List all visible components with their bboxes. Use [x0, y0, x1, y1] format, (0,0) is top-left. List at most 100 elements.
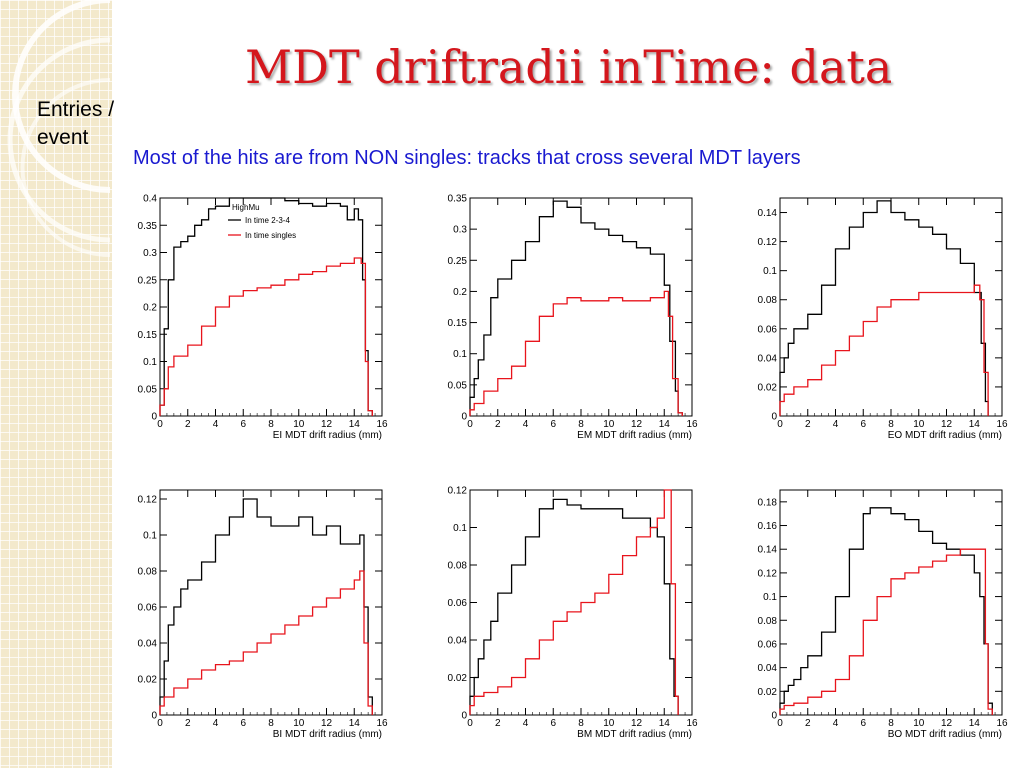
y-tick-label: 0.35	[138, 221, 158, 232]
y-tick-label: 0.05	[138, 384, 158, 395]
y-tick-label: 0.12	[758, 568, 778, 579]
x-tick-label: 8	[888, 419, 894, 430]
y-tick-label: 0.2	[453, 287, 467, 298]
chart-panel: 0 2 4 6 8 10 12 14 16 0 0.02 0.04 0.06 0.08 0.1 0.12 BI …	[138, 489, 388, 740]
series-line-red	[779, 284, 989, 416]
x-axis-label: BI MDT drift radius (mm)	[273, 729, 382, 740]
series-line-black	[469, 200, 683, 416]
x-tick-label: 8	[578, 718, 584, 729]
x-tick-label: 6	[550, 718, 556, 729]
y-tick-label: 0.02	[758, 687, 778, 698]
y-tick-label: 0.08	[758, 295, 778, 306]
series-line-red	[159, 570, 373, 715]
y-tick-label: 0.1	[453, 349, 467, 360]
x-tick-label: 12	[941, 718, 953, 729]
x-tick-label: 6	[240, 419, 246, 430]
x-tick-label: 14	[969, 718, 981, 729]
y-tick-label: 0.25	[138, 275, 158, 286]
x-tick-label: 10	[293, 419, 305, 430]
chart-panel: 0 2 4 6 8 10 12 14 16 0 0.02 0.04 0.06 0.08 0.1 0.12 0.1…	[758, 489, 1008, 740]
x-tick-label: 4	[833, 419, 839, 430]
x-tick-label: 4	[523, 419, 529, 430]
x-tick-label: 14	[659, 419, 671, 430]
y-tick-label: 0.06	[758, 324, 778, 335]
legend-entry: In time 2-3-4	[245, 216, 290, 225]
subtitle: Most of the hits are from NON singles: t…	[133, 147, 801, 169]
y-tick-label: 0	[461, 711, 467, 722]
y-tick-label: 0.02	[758, 382, 778, 393]
y-tick-label: 0	[771, 711, 777, 722]
x-tick-label: 0	[157, 718, 163, 729]
y-tick-label: 0.16	[758, 521, 778, 532]
x-tick-label: 0	[777, 419, 783, 430]
y-tick-label: 0.15	[448, 318, 468, 329]
series-line-red	[779, 548, 993, 715]
y-tick-label: 0.04	[138, 639, 158, 650]
x-tick-label: 16	[996, 419, 1008, 430]
x-tick-label: 12	[941, 419, 953, 430]
x-tick-label: 8	[888, 718, 894, 729]
y-tick-label: 0.12	[758, 237, 778, 248]
x-tick-label: 10	[603, 718, 615, 729]
x-tick-label: 0	[467, 718, 473, 729]
y-tick-label: 0	[151, 711, 157, 722]
series-line-black	[469, 498, 679, 715]
x-tick-label: 12	[321, 419, 333, 430]
y-tick-label: 0.15	[138, 330, 158, 341]
y-tick-label: 0.14	[758, 208, 778, 219]
x-tick-label: 4	[833, 718, 839, 729]
y-tick-label: 0.14	[758, 545, 778, 556]
x-tick-label: 6	[860, 419, 866, 430]
y-tick-label: 0	[461, 412, 467, 423]
x-tick-label: 14	[659, 718, 671, 729]
decorative-arcs	[7, 0, 111, 257]
x-tick-label: 16	[686, 718, 698, 729]
x-axis-label: EM MDT drift radius (mm)	[577, 430, 692, 441]
y-tick-label: 0.06	[758, 639, 778, 650]
y-tick-label: 0.18	[758, 497, 778, 508]
x-axis-label: BM MDT drift radius (mm)	[577, 729, 692, 740]
y-tick-label: 0.35	[448, 194, 468, 205]
series-line-black	[159, 498, 373, 715]
x-axis-label: EO MDT drift radius (mm)	[888, 430, 1002, 441]
y-tick-label: 0.02	[138, 675, 158, 686]
y-tick-label: 0.2	[143, 303, 157, 314]
y-tick-label: 0.04	[448, 636, 468, 647]
y-tick-label: 0.05	[448, 380, 468, 391]
x-tick-label: 14	[969, 419, 981, 430]
x-tick-label: 8	[268, 718, 274, 729]
x-tick-label: 6	[550, 419, 556, 430]
series-line-black	[159, 197, 373, 416]
y-tick-label: 0.04	[758, 663, 778, 674]
x-tick-label: 12	[631, 718, 643, 729]
y-tick-label: 0.3	[453, 225, 467, 236]
y-tick-label: 0.06	[138, 603, 158, 614]
y-tick-label: 0.04	[758, 353, 778, 364]
x-tick-label: 10	[913, 419, 925, 430]
y-tick-label: 0.1	[143, 531, 157, 542]
series-line-red	[469, 489, 679, 715]
x-tick-label: 16	[686, 419, 698, 430]
y-tick-label: 0.12	[448, 486, 468, 497]
x-tick-label: 2	[495, 718, 501, 729]
x-tick-label: 16	[376, 419, 388, 430]
x-tick-label: 6	[860, 718, 866, 729]
y-tick-label: 0.25	[448, 256, 468, 267]
x-tick-label: 2	[185, 718, 191, 729]
x-tick-label: 4	[523, 718, 529, 729]
y-tick-label: 0.02	[448, 673, 468, 684]
y-tick-label: 0.1	[763, 592, 777, 603]
x-tick-label: 6	[240, 718, 246, 729]
x-tick-label: 8	[268, 419, 274, 430]
y-tick-label: 0.08	[448, 561, 468, 572]
x-tick-label: 14	[349, 718, 361, 729]
x-tick-label: 10	[913, 718, 925, 729]
plot-frame	[469, 197, 693, 417]
chart-panel: 0 2 4 6 8 10 12 14 16 0 0.05 0.1 0.15 0.2 0.25 0.3 0.35 0…	[138, 194, 388, 442]
x-tick-label: 12	[321, 718, 333, 729]
x-tick-label: 10	[293, 718, 305, 729]
y-tick-label: 0.08	[758, 616, 778, 627]
x-tick-label: 0	[467, 419, 473, 430]
series-line-black	[779, 200, 989, 416]
